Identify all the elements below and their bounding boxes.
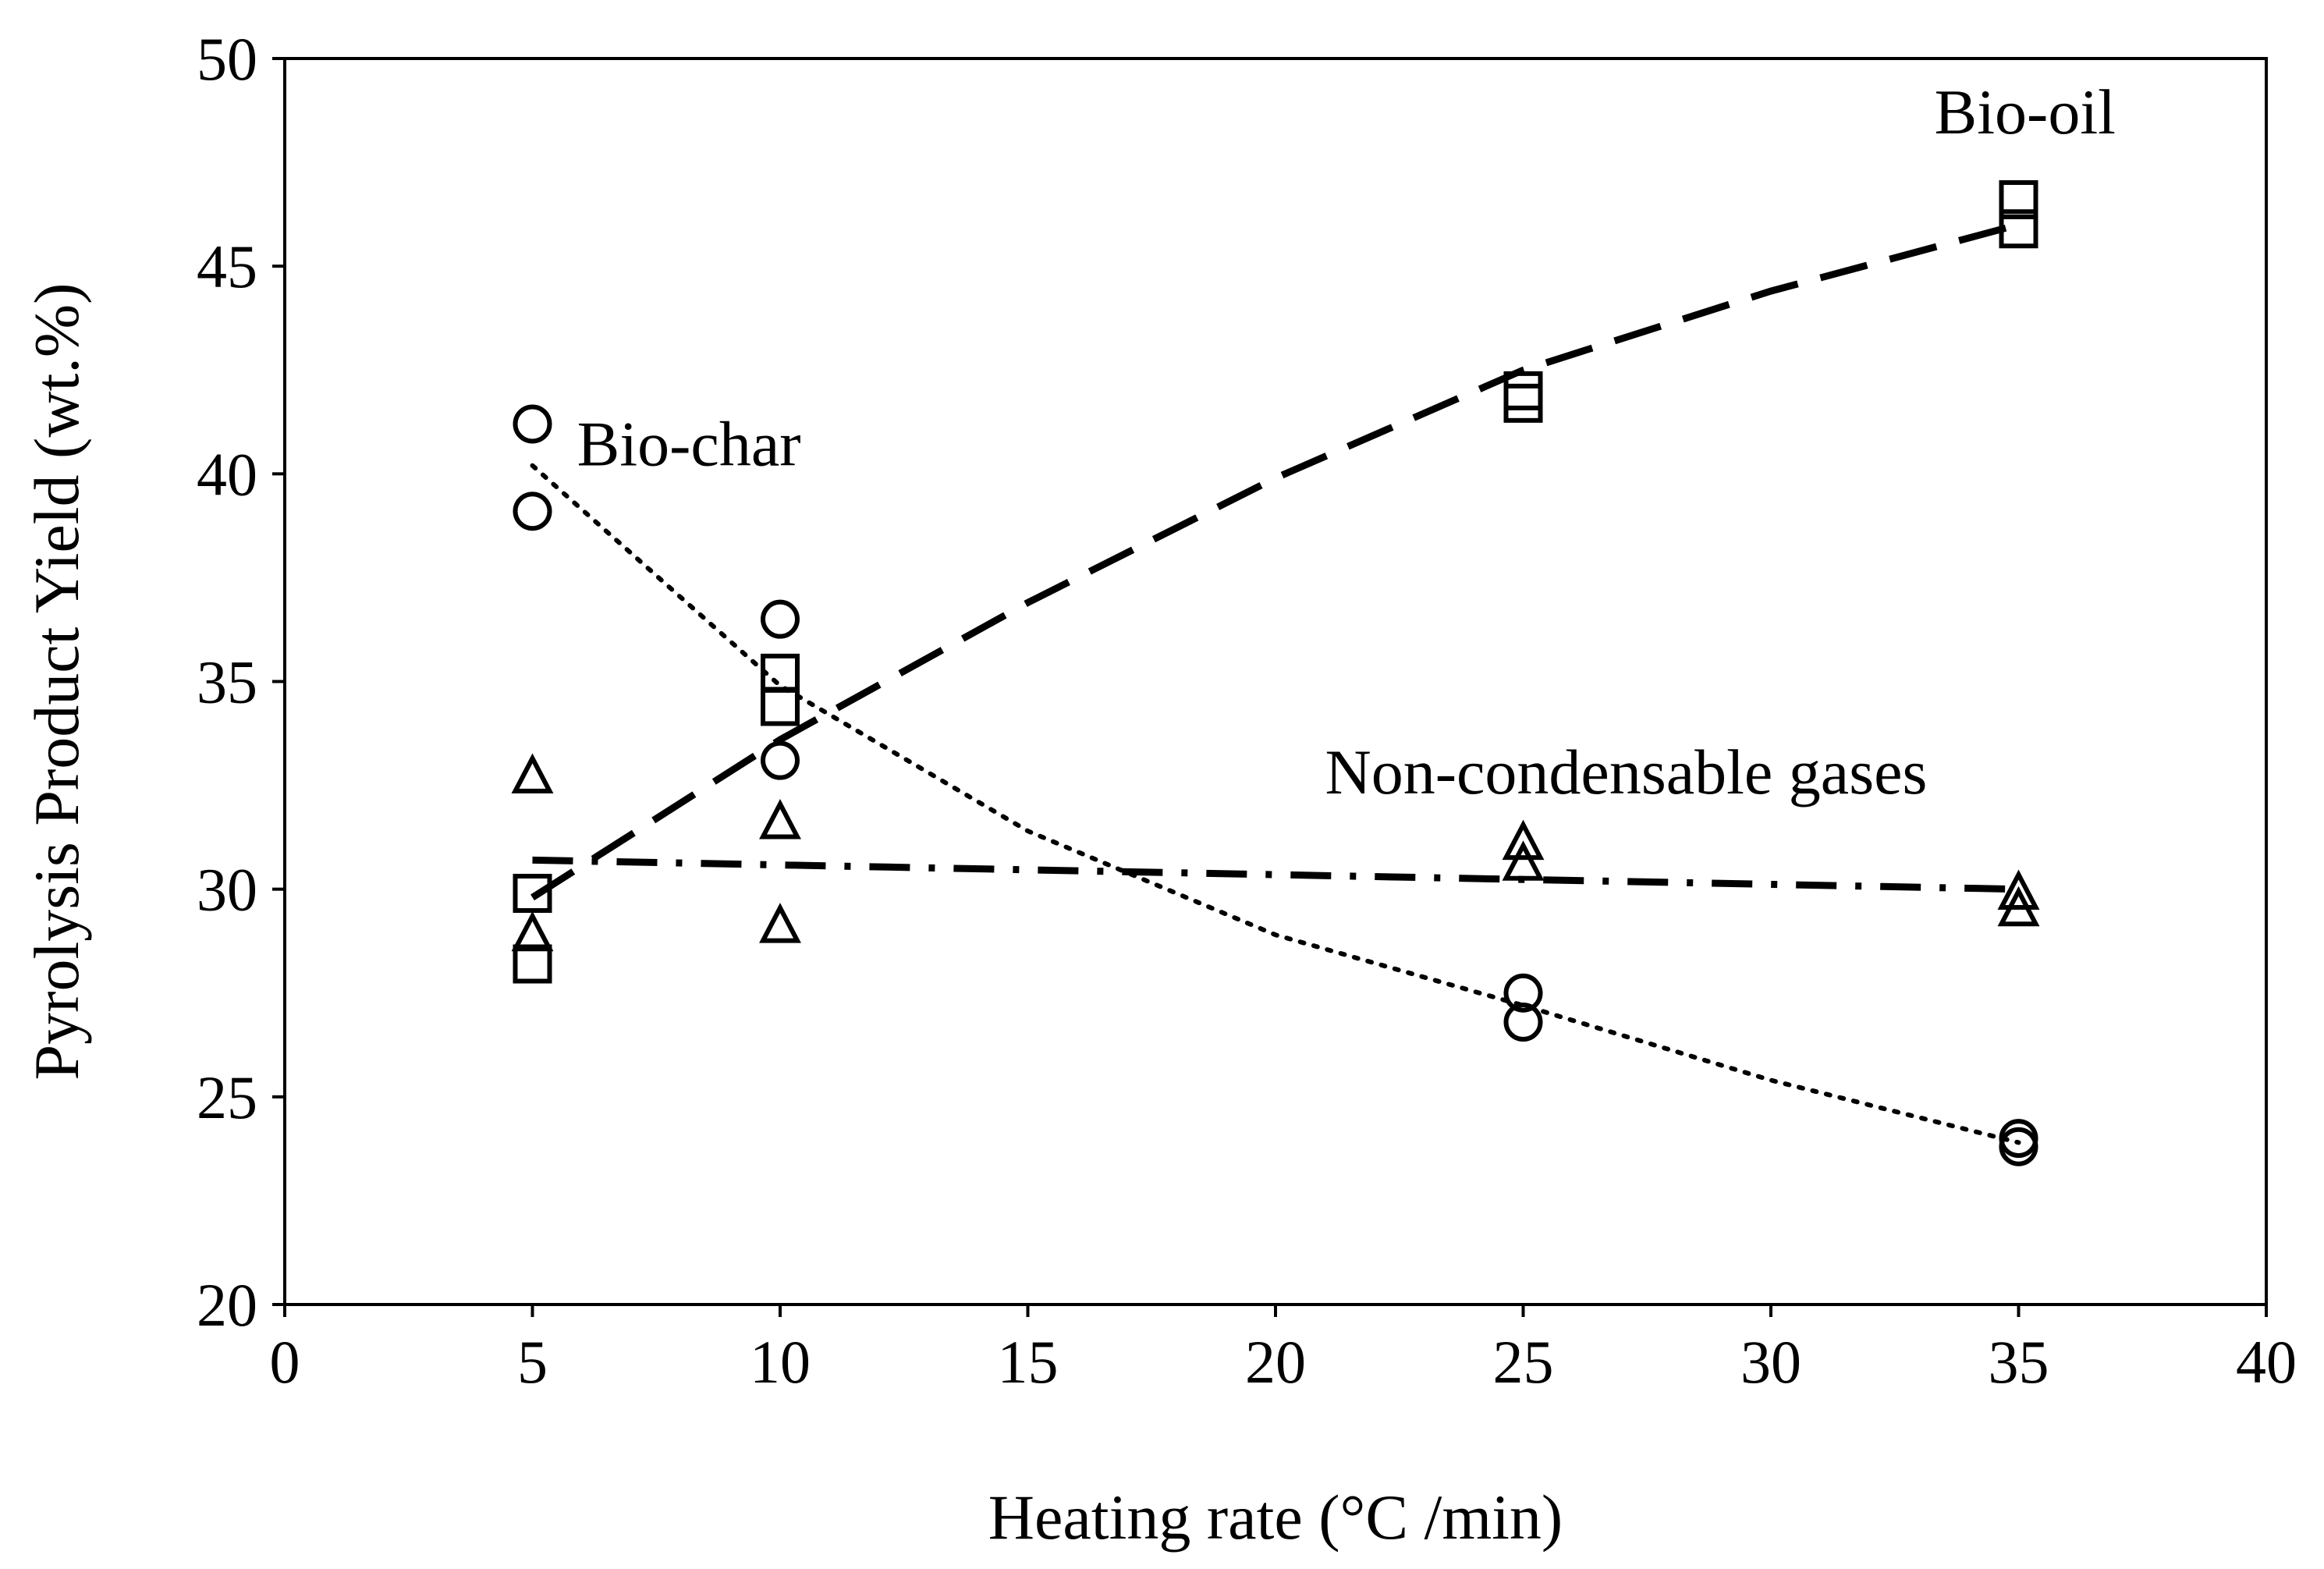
- y-tick-label: 40: [197, 440, 257, 508]
- non-condensable-gases-data-point: [1502, 819, 1545, 861]
- x-axis-ticks: 0 5 10 15 20 25 30 35 40: [270, 1305, 2297, 1396]
- bio-oil-data-point: [761, 687, 800, 726]
- bio-char-data-point: [761, 740, 800, 780]
- non-condensable-gases-data-point: [1502, 840, 1545, 881]
- bio-oil-data-point: [513, 873, 552, 913]
- trend-lines: [530, 221, 2021, 1145]
- y-axis-ticks: 20 25 30 35 40 45 50: [197, 25, 285, 1339]
- x-tick-label: 40: [2236, 1328, 2297, 1396]
- y-tick-label: 45: [197, 233, 257, 300]
- bio-oil-data-point: [513, 944, 552, 984]
- y-tick-label: 30: [197, 856, 257, 924]
- y-axis-title: Pyrolysis Product Yield (wt.%): [21, 283, 92, 1081]
- y-tick-label: 25: [197, 1063, 257, 1131]
- x-tick-label: 0: [270, 1328, 300, 1396]
- bio-char-data-point: [1503, 1003, 1543, 1042]
- x-tick-label: 30: [1740, 1328, 1801, 1396]
- y-tick-label: 50: [197, 25, 257, 93]
- series-annotations: Bio-oil Bio-char Non-condensable gases: [577, 76, 2116, 808]
- bio-oil-data-point: [1503, 383, 1543, 423]
- bio-char-label: Bio-char: [577, 409, 801, 480]
- non-condensable-gases-data-point: [1997, 869, 2040, 910]
- x-tick-label: 20: [1245, 1328, 1306, 1396]
- bio-char-data-point: [513, 492, 552, 531]
- x-tick-label: 35: [1989, 1328, 2049, 1396]
- bio-oil-label: Bio-oil: [1935, 76, 2116, 147]
- plot-border: [283, 57, 2268, 1306]
- non-condensable-gases-data-point: [759, 903, 801, 943]
- non-condensable-gases-data-point: [511, 911, 554, 952]
- plot-frame: [283, 57, 2268, 1306]
- bio-char-data-point: [513, 404, 552, 444]
- bio-oil-data-point: [1999, 209, 2038, 249]
- bio-char-data-point: [761, 599, 800, 639]
- bio-oil-trend-line: [530, 221, 2020, 901]
- y-tick-label: 35: [197, 648, 257, 716]
- non-condensable-gases-data-point: [511, 753, 554, 793]
- non-condensable-gases-data-point: [759, 799, 801, 840]
- bio-oil-data-point: [1999, 179, 2038, 219]
- y-tick-label: 20: [197, 1271, 257, 1339]
- data-markers: [511, 179, 2040, 1166]
- x-tick-label: 25: [1493, 1328, 1554, 1396]
- x-axis-title: Heating rate (°C /min): [988, 1482, 1563, 1553]
- non-condensable-gases-data-point: [1997, 886, 2040, 927]
- non-condensable-gases-trend-line: [532, 856, 2019, 893]
- x-tick-label: 10: [750, 1328, 811, 1396]
- non-condensable-gases-label: Non-condensable gases: [1325, 737, 1928, 808]
- x-tick-label: 5: [517, 1328, 548, 1396]
- bio-char-data-point: [1999, 1127, 2038, 1166]
- bio-char-trend-line: [530, 463, 2021, 1145]
- x-tick-label: 15: [998, 1328, 1059, 1396]
- bio-char-data-point: [1503, 973, 1543, 1013]
